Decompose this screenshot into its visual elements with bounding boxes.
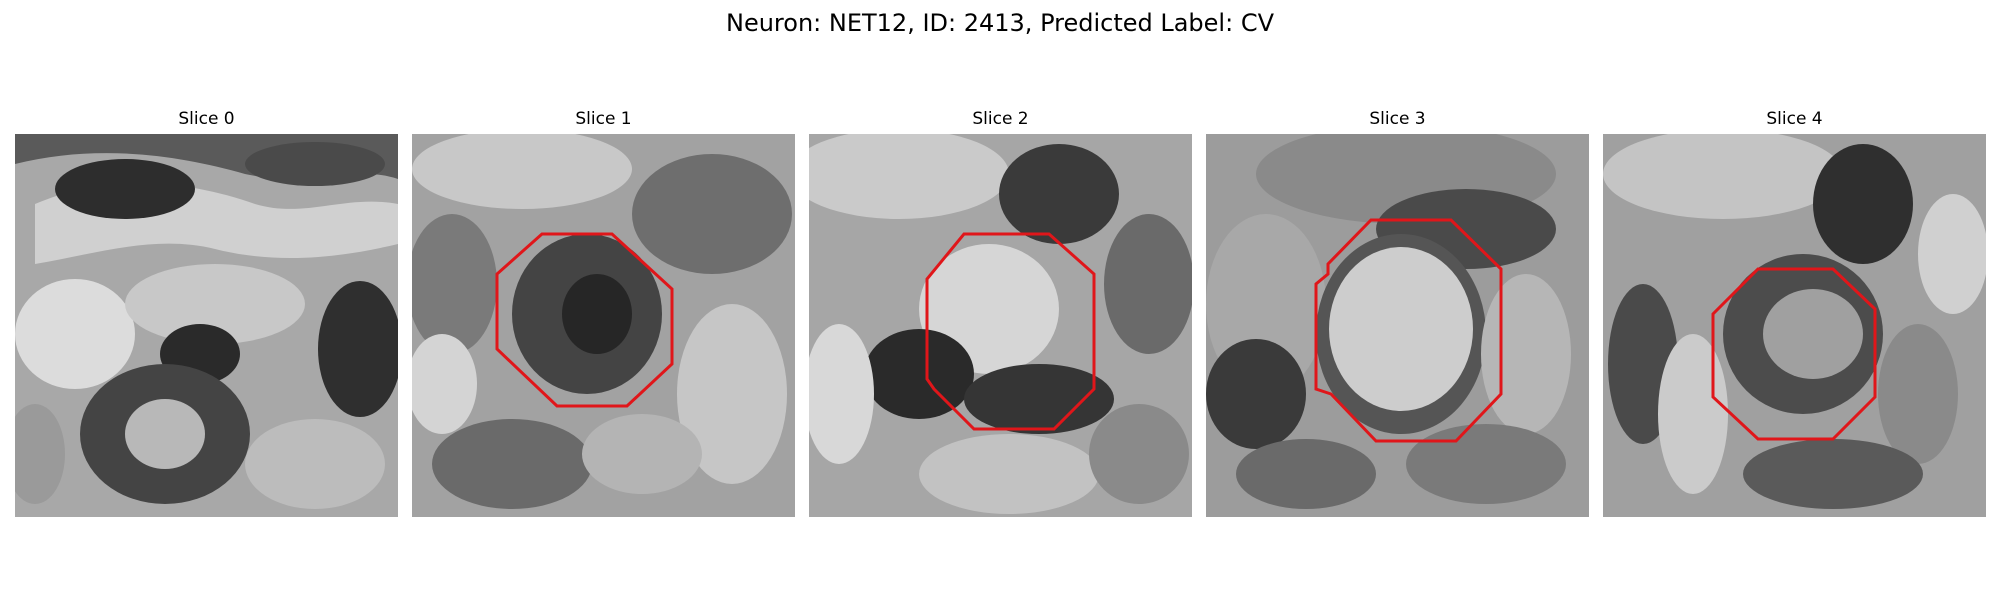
slice-image xyxy=(412,134,795,517)
slice-title: Slice 0 xyxy=(178,109,235,129)
slice-title: Slice 1 xyxy=(575,109,632,129)
micrograph-pixels xyxy=(809,134,1192,517)
slice-4-svg xyxy=(1603,134,1986,517)
slice-image xyxy=(1206,134,1589,517)
slice-panel-2: Slice 2 xyxy=(809,108,1192,517)
slice-1-svg xyxy=(412,134,795,517)
slice-panel-4: Slice 4 xyxy=(1603,108,1986,517)
roi-contour xyxy=(1314,218,1503,443)
roi-contour xyxy=(1711,267,1877,441)
slice-image xyxy=(15,134,398,517)
slice-image xyxy=(809,134,1192,517)
slice-title: Slice 2 xyxy=(972,109,1029,129)
slice-panel-3: Slice 3 xyxy=(1206,108,1589,517)
slice-2-svg xyxy=(809,134,1192,517)
slice-panel-1: Slice 1 xyxy=(412,108,795,517)
micrograph-pixels xyxy=(1206,134,1589,517)
roi-contour xyxy=(495,232,674,408)
slice-title: Slice 4 xyxy=(1766,109,1823,129)
slice-image xyxy=(1603,134,1986,517)
slice-panel-0: Slice 0 xyxy=(15,108,398,517)
micrograph-pixels xyxy=(15,134,398,517)
roi-contour xyxy=(925,232,1096,431)
slice-0-svg xyxy=(15,134,398,517)
slice-3-svg xyxy=(1206,134,1589,517)
figure-title: Neuron: NET12, ID: 2413, Predicted Label… xyxy=(726,9,1274,37)
slice-title: Slice 3 xyxy=(1369,109,1426,129)
micrograph-pixels xyxy=(1603,134,1986,517)
micrograph-pixels xyxy=(412,134,795,517)
